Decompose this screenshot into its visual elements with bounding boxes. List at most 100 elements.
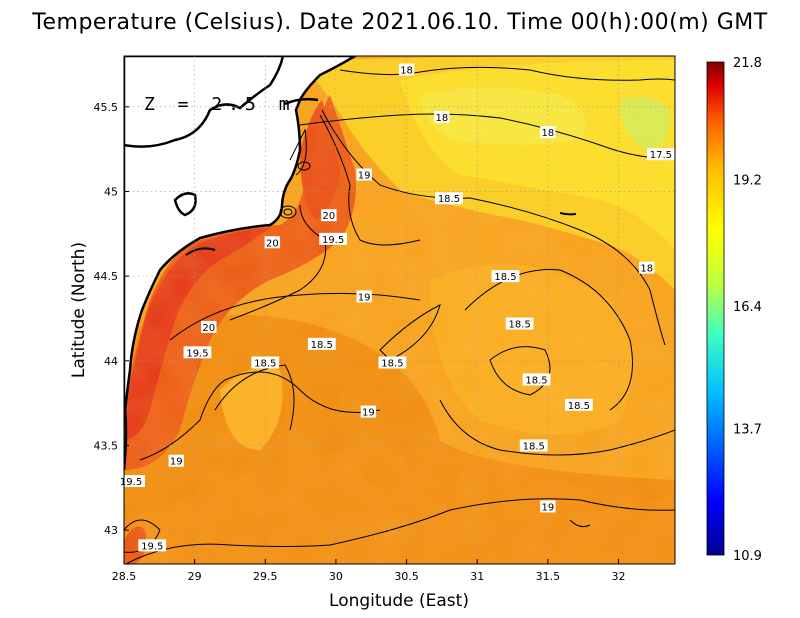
contour-label: 18 — [540, 126, 556, 139]
contour-label: 18.5 — [505, 317, 534, 331]
contour-19-north — [319, 114, 421, 246]
contour-label: 18.5 — [491, 270, 520, 283]
y-tick-label: 45 — [104, 185, 118, 198]
y-tick-label: 43 — [104, 524, 118, 537]
contour-label-text: 19.5 — [186, 348, 208, 359]
contour-label-text: 19.5 — [322, 235, 344, 246]
contour-label: 19 — [540, 500, 556, 513]
lagoon — [173, 192, 197, 217]
contour-label: 18.5 — [251, 356, 280, 369]
colorbar-tick-label: 16.4 — [733, 300, 762, 315]
contour-label-text: 18 — [640, 264, 653, 275]
contour-label-bg — [321, 209, 337, 222]
contour-label: 18.5 — [522, 373, 551, 386]
contour-label: 19.5 — [138, 539, 167, 552]
contour-label-bg — [434, 110, 450, 123]
colorbar-tick-label: 19.2 — [733, 174, 762, 189]
colorbar — [706, 61, 725, 556]
contour-label-bg — [360, 405, 377, 418]
contour-label-text: 18.5 — [381, 358, 403, 369]
contour-label-bg — [646, 148, 675, 161]
contour-label: 19.5 — [319, 232, 347, 246]
contour-label: 19 — [168, 454, 184, 468]
contour-tick — [559, 212, 577, 216]
contour-label-text: 19.5 — [141, 541, 163, 552]
contour-ring-b — [283, 208, 293, 216]
contour-label-bg — [183, 346, 212, 359]
contour-18-mid — [299, 113, 675, 159]
x-tick-label: 29 — [188, 570, 202, 583]
coast-south — [124, 399, 128, 471]
colorbar-tick-label: 21.8 — [733, 56, 762, 71]
contour-label-bg — [519, 439, 548, 452]
x-axis-title: Longitude (East) — [329, 591, 469, 611]
x-tick-label: 29.5 — [253, 570, 278, 583]
x-tick-label: 32 — [611, 570, 625, 583]
contour-label-bg — [356, 290, 372, 303]
contour-label: 19.5 — [183, 346, 212, 359]
contour-lines — [124, 66, 675, 564]
contour-label: 18.5 — [435, 192, 463, 205]
colorbar-tick-label: 13.7 — [733, 422, 762, 437]
coastline — [124, 56, 357, 422]
contour-label: 18 — [639, 261, 655, 275]
contour-label-bg — [540, 500, 556, 513]
contour-label-bg — [138, 539, 167, 552]
contour-label-text: 19 — [358, 171, 371, 182]
contour-label: 18.5 — [565, 398, 593, 412]
contour-label-text: 18.5 — [508, 320, 530, 331]
contour-label-text: 18.5 — [494, 272, 516, 283]
contour-ring-a — [279, 205, 297, 219]
x-tick-label: 31.5 — [536, 570, 561, 583]
x-ticks: 28.5 29 29.5 30 30.5 31 31.5 32 — [112, 559, 625, 583]
depth-label: Z = 2.5 m — [144, 94, 296, 115]
contour-label: 19.5 — [117, 475, 145, 488]
contour-label-text: 17.5 — [650, 150, 672, 161]
contour-label-text: 18.5 — [254, 358, 276, 369]
contour-label: 18.5 — [519, 439, 548, 452]
contour-label: 19 — [356, 168, 372, 182]
contour-label-bg — [356, 168, 372, 181]
contour-label: 20 — [201, 320, 217, 334]
contour-label: 17.5 — [646, 148, 675, 161]
contour-label-bg — [435, 192, 463, 205]
inlet — [185, 247, 216, 256]
contour-19-south — [124, 498, 675, 564]
contour-label-text: 18.5 — [438, 194, 460, 205]
delta-spit — [284, 97, 319, 106]
contour-label: 20 — [264, 236, 281, 249]
contour-label-bg — [319, 232, 347, 245]
contour-label-bg — [491, 270, 520, 283]
contour-18-5-west — [214, 364, 295, 431]
contour-label: 19 — [356, 290, 372, 303]
contour-labels: 18 18 18 17.5 19 18.5 20 19.5 20 18 18.5 19 20 18.5 18… — [117, 63, 675, 552]
contour-label-text: 18.5 — [523, 441, 545, 452]
contour-label: 19 — [360, 405, 377, 419]
y-tick-label: 45.5 — [94, 101, 119, 114]
contour-small-east — [569, 519, 591, 528]
contour-18-5 — [321, 109, 666, 346]
contour-label: 18.5 — [307, 337, 336, 351]
contour-label-bg — [378, 356, 407, 369]
contour-20-shelf — [229, 204, 327, 321]
contour-label-bg — [505, 317, 534, 330]
contour-label: 18 — [398, 63, 415, 77]
contour-label: 18.5 — [378, 356, 407, 369]
contour-label-text: 20 — [266, 238, 279, 249]
map-title: Temperature (Celsius). Date 2021.06.10. … — [32, 10, 768, 35]
contour-label-text: 20 — [202, 323, 215, 334]
contour-label-text: 18.5 — [568, 401, 590, 412]
contour-label-bg — [540, 126, 556, 139]
contour-18-5-southeast — [439, 399, 675, 456]
contour-label-bg — [398, 63, 415, 76]
contour-label-bg — [168, 454, 184, 467]
lake-border-north — [124, 56, 285, 148]
contour-label-text: 20 — [322, 211, 335, 222]
contour-label-text: 18 — [541, 128, 554, 139]
y-tick-label: 43.5 — [94, 439, 119, 452]
y-axis-title: Latitude (North) — [69, 242, 89, 378]
contour-label-bg — [307, 337, 336, 350]
contour-label-bg — [522, 373, 551, 386]
y-tick-label: 44 — [104, 355, 118, 368]
